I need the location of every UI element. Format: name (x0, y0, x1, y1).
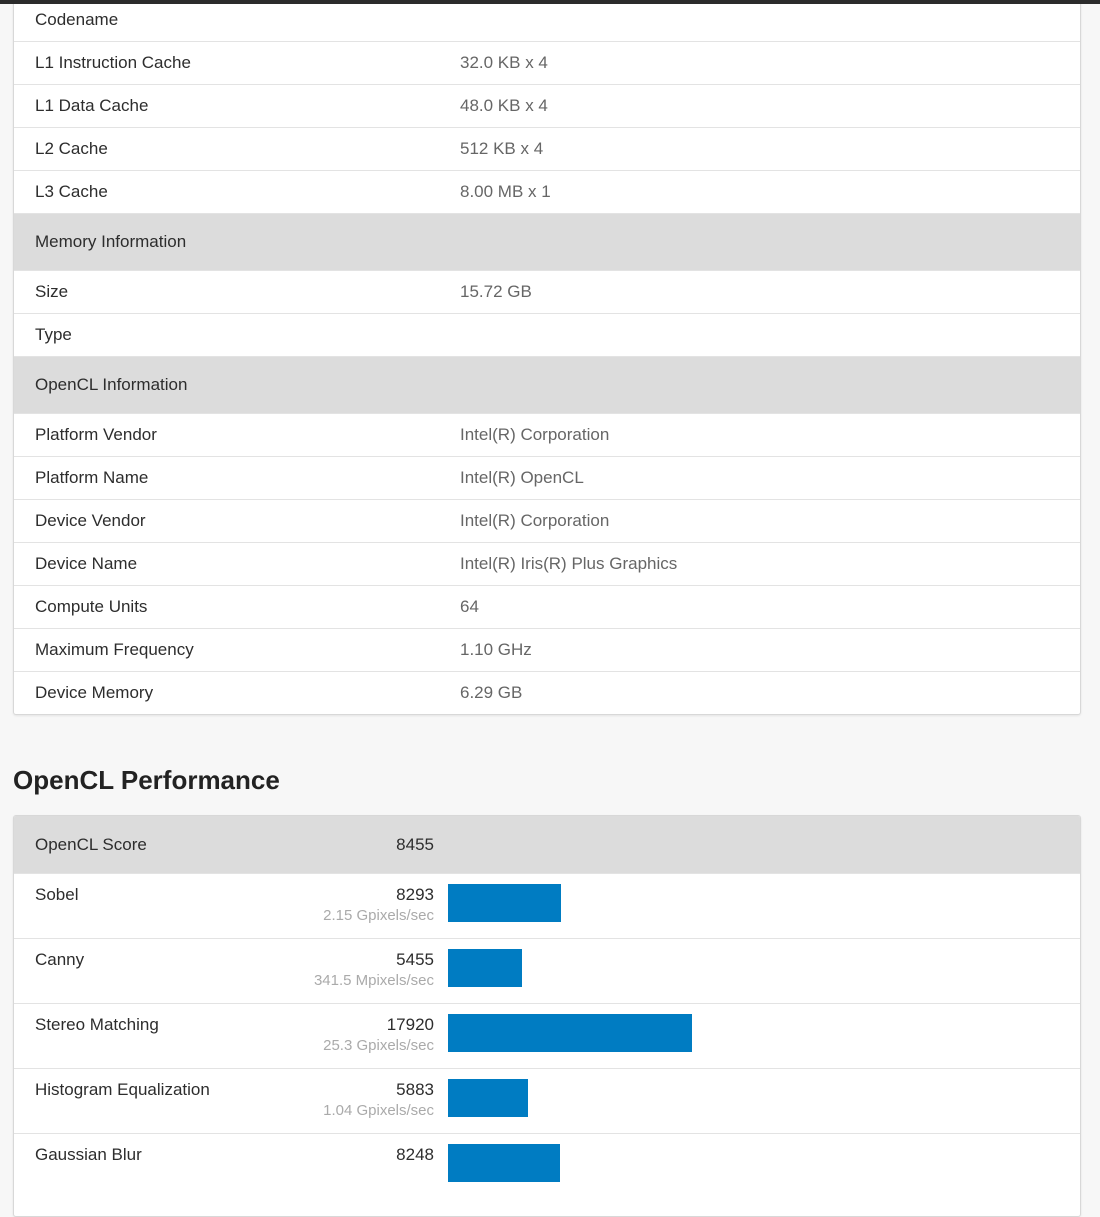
benchmark-rate: 341.5 Mpixels/sec (313, 972, 434, 989)
benchmark-row: Sobel 8293 2.15 Gpixels/sec (14, 873, 1080, 938)
info-label: Size (35, 282, 69, 301)
info-value: Intel(R) Iris(R) Plus Graphics (460, 554, 678, 573)
info-value: 48.0 KB x 4 (460, 96, 548, 115)
benchmark-row: Canny 5455 341.5 Mpixels/sec (14, 938, 1080, 1003)
benchmark-row: Histogram Equalization 5883 1.04 Gpixels/s… (14, 1068, 1080, 1133)
info-value: 64 (460, 597, 479, 616)
info-row: Type (14, 313, 1080, 356)
info-row: Device Name Intel(R) Iris(R) Plus Graphic… (14, 542, 1080, 585)
score-bar (448, 949, 523, 987)
info-row: Codename (14, 0, 1080, 41)
section-header: OpenCL Information (35, 375, 188, 394)
info-row: Device Vendor Intel(R) Corporation (14, 499, 1080, 542)
benchmark-row: Stereo Matching 17920 25.3 Gpixels/sec (14, 1003, 1080, 1068)
info-row: Device Memory 6.29 GB (14, 671, 1080, 714)
info-row: Size 15.72 GB (14, 270, 1080, 313)
benchmark-name: Histogram Equalization (35, 1080, 210, 1099)
score-bar (448, 1014, 692, 1052)
score-bar (448, 1144, 561, 1182)
benchmark-rate: 2.15 Gpixels/sec (323, 907, 434, 924)
info-row: L3 Cache 8.00 MB x 1 (14, 170, 1080, 213)
info-label: L1 Data Cache (35, 96, 149, 115)
info-label: Device Memory (35, 683, 154, 702)
info-row: L2 Cache 512 KB x 4 (14, 127, 1080, 170)
benchmark-row: Gaussian Blur 8248 (14, 1133, 1080, 1198)
info-row: L1 Data Cache 48.0 KB x 4 (14, 84, 1080, 127)
info-value: Intel(R) Corporation (460, 425, 610, 444)
benchmark-score: 8293 (396, 885, 434, 904)
section-title: OpenCL Performance (13, 765, 280, 795)
info-row: Platform Name Intel(R) OpenCL (14, 456, 1080, 499)
benchmark-score: 5883 (396, 1080, 434, 1099)
info-label: Device Name (35, 554, 138, 573)
benchmark-name: Gaussian Blur (35, 1145, 142, 1164)
score-value: 8455 (396, 834, 434, 854)
section-header: Memory Information (35, 232, 187, 251)
benchmark-name: Sobel (35, 885, 79, 904)
benchmark-name: Canny (35, 950, 85, 969)
benchmark-score: 17920 (386, 1015, 434, 1034)
info-row: Maximum Frequency 1.10 GHz (14, 628, 1080, 671)
info-value: 32.0 KB x 4 (460, 53, 548, 72)
info-value: 8.00 MB x 1 (460, 182, 551, 201)
benchmark-name: Stereo Matching (35, 1015, 159, 1034)
benchmark-rate: 1.04 Gpixels/sec (323, 1102, 434, 1119)
info-label: Platform Name (35, 468, 149, 487)
info-value: Intel(R) Corporation (460, 511, 610, 530)
score-label: OpenCL Score (35, 834, 147, 854)
benchmark-rate: 25.3 Gpixels/sec (323, 1037, 434, 1054)
info-row: L1 Instruction Cache 32.0 KB x 4 (14, 41, 1080, 84)
info-label: Platform Vendor (35, 425, 157, 444)
benchmark-score: 8248 (396, 1145, 434, 1164)
info-label: Maximum Frequency (35, 640, 194, 659)
info-row: Platform Vendor Intel(R) Corporation (14, 413, 1080, 456)
info-label: Device Vendor (35, 511, 146, 530)
benchmark-score: 5455 (396, 950, 434, 969)
info-label: L3 Cache (35, 182, 108, 201)
info-value: 6.29 GB (460, 683, 523, 702)
info-value: Intel(R) OpenCL (460, 468, 584, 487)
info-value: 512 KB x 4 (460, 139, 544, 158)
info-value: 1.10 GHz (460, 640, 532, 659)
info-row: Compute Units 64 (14, 585, 1080, 628)
score-bar (448, 884, 561, 922)
section-header-row: OpenCL Information (14, 356, 1080, 413)
info-label: L1 Instruction Cache (35, 53, 191, 72)
section-header-row: Memory Information (14, 213, 1080, 270)
performance-panel: OpenCL Score 8455 Sobel 8293 2.15 Gpixels/se… (13, 815, 1081, 1217)
score-bar (448, 1079, 529, 1117)
info-label: L2 Cache (35, 139, 108, 158)
top-bar (0, 0, 1100, 4)
info-label: Codename (35, 10, 119, 29)
info-label: Compute Units (35, 597, 148, 616)
info-value: 15.72 GB (460, 282, 532, 301)
info-label: Type (35, 325, 72, 344)
score-row: OpenCL Score 8455 (14, 816, 1080, 873)
